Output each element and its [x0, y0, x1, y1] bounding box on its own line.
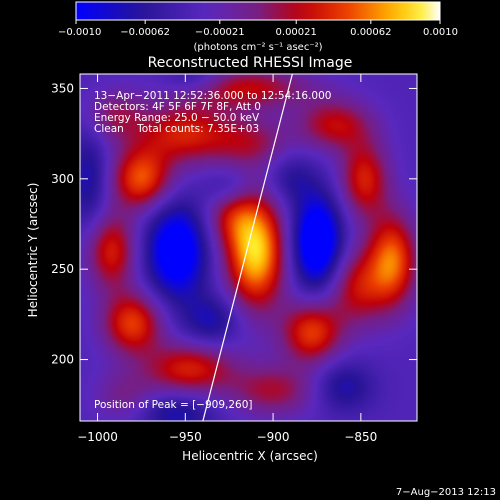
plot-area: −1000 −950 −900 −850 200 250 300 350 13−Apr−20… — [51, 73, 418, 444]
x-axis-ticks: −1000 −950 −900 −850 — [77, 74, 377, 444]
plot-frame — [79, 73, 418, 422]
colorbar-tick-label: 0.00021 — [276, 27, 317, 38]
x-axis-label: Heliocentric X (arcsec) — [182, 449, 318, 463]
colorbar-tick-label: 0.00062 — [350, 27, 391, 38]
footer-date: 7−Aug−2013 12:13 — [396, 487, 496, 498]
colorbar-tick-label: −0.00062 — [120, 27, 170, 38]
y-axis-label: Heliocentric Y (arcsec) — [26, 183, 40, 318]
colorbar-tick-label: −0.00021 — [195, 27, 245, 38]
annotation-time: 13−Apr−2011 12:52:36.000 to 12:54:16.000 — [94, 90, 331, 102]
y-tick-label: 250 — [51, 262, 74, 276]
heatmap-image — [80, 74, 417, 421]
y-axis-ticks: 200 250 300 350 — [51, 81, 417, 367]
peak-position-label: Position of Peak = [−909,260] — [94, 399, 253, 411]
solar-limb-line — [202, 74, 293, 421]
x-tick-label: −950 — [169, 430, 202, 444]
x-tick-label: −850 — [344, 430, 377, 444]
colorbar-tick-label: 0.0010 — [423, 27, 458, 38]
info-annotations: 13−Apr−2011 12:52:36.000 to 12:54:16.000… — [94, 90, 331, 135]
chart-title: Reconstructed RHESSI Image — [148, 55, 353, 71]
y-tick-label: 350 — [51, 81, 74, 95]
colorbar-ticks: −0.0010 −0.00062 −0.00021 0.00021 0.00062 0.0… — [58, 20, 458, 38]
colorbar-gradient — [75, 1, 441, 21]
colorbar-unit-label: (photons cm⁻² s⁻¹ asec⁻²) — [193, 42, 322, 53]
annotation-energy: Energy Range: 25.0 − 50.0 keV — [94, 112, 260, 124]
annotation-clean: Clean Total counts: 7.35E+03 — [94, 123, 259, 135]
y-tick-label: 200 — [51, 353, 74, 367]
annotation-detectors: Detectors: 4F 5F 6F 7F 8F, Att 0 — [94, 101, 261, 113]
y-tick-label: 300 — [51, 172, 74, 186]
x-tick-label: −1000 — [77, 430, 118, 444]
x-tick-label: −900 — [257, 430, 290, 444]
colorbar: −0.0010 −0.00062 −0.00021 0.00021 0.00062 0.0… — [58, 1, 458, 53]
colorbar-tick-label: −0.0010 — [58, 27, 101, 38]
